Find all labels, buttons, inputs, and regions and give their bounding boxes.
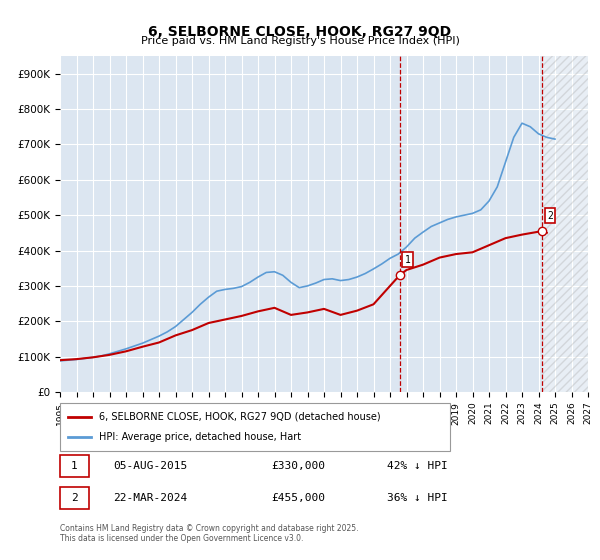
Text: 6, SELBORNE CLOSE, HOOK, RG27 9QD (detached house): 6, SELBORNE CLOSE, HOOK, RG27 9QD (detac… [99,412,380,422]
Text: Price paid vs. HM Land Registry's House Price Index (HPI): Price paid vs. HM Land Registry's House … [140,36,460,46]
Text: Contains HM Land Registry data © Crown copyright and database right 2025.
This d: Contains HM Land Registry data © Crown c… [60,524,359,543]
Text: 36% ↓ HPI: 36% ↓ HPI [388,493,448,503]
Text: HPI: Average price, detached house, Hart: HPI: Average price, detached house, Hart [99,432,301,442]
Text: 2: 2 [547,211,553,221]
Text: 42% ↓ HPI: 42% ↓ HPI [388,461,448,471]
FancyBboxPatch shape [60,487,89,509]
Text: 6, SELBORNE CLOSE, HOOK, RG27 9QD: 6, SELBORNE CLOSE, HOOK, RG27 9QD [148,25,452,39]
Text: £330,000: £330,000 [271,461,325,471]
Text: 2: 2 [71,493,77,503]
Text: 22-MAR-2024: 22-MAR-2024 [113,493,187,503]
Text: 1: 1 [71,461,77,471]
FancyBboxPatch shape [60,455,89,477]
Text: £455,000: £455,000 [271,493,325,503]
Bar [542,56,588,392]
Text: 1: 1 [404,255,410,265]
FancyBboxPatch shape [60,403,450,451]
Text: 05-AUG-2015: 05-AUG-2015 [113,461,187,471]
